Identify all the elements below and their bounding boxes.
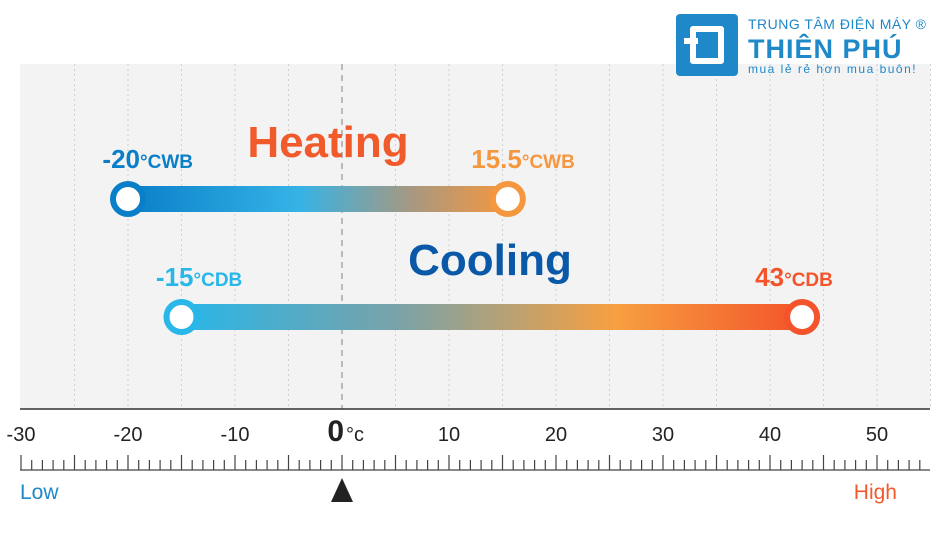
- chart-background: [20, 64, 930, 409]
- tick-label-zero: 0: [327, 415, 344, 448]
- heating-end-value: 15.5: [471, 144, 522, 174]
- low-label: Low: [20, 481, 59, 504]
- zero-unit-label: °c: [346, 424, 364, 446]
- zero-marker-icon: [331, 478, 353, 502]
- tick-label: 40: [759, 424, 781, 446]
- cooling-end-unit: °CDB: [784, 270, 833, 291]
- heating-range-bar: [128, 186, 508, 212]
- high-label: High: [854, 481, 897, 504]
- tick-label: 50: [866, 424, 888, 446]
- heating-start-value: -20: [102, 144, 140, 174]
- tick-label: -10: [221, 424, 250, 446]
- heating-start-marker: [110, 181, 146, 217]
- tick-label: -20: [114, 424, 143, 446]
- heating-end-unit: °CWB: [522, 152, 575, 173]
- heating-end-marker: [489, 181, 526, 217]
- cooling-range-bar: [181, 304, 803, 330]
- heating-start-unit: °CWB: [140, 152, 193, 173]
- cooling-end-value: 43: [755, 262, 784, 292]
- tick-label: 10: [438, 424, 460, 446]
- cooling-title: Cooling: [408, 236, 572, 285]
- cooling-start-unit: °CDB: [194, 270, 243, 291]
- tick-label: -30: [7, 424, 36, 446]
- brand-slogan: mua lẻ rẻ hơn mua buôn!: [748, 62, 918, 76]
- tick-label: 20: [545, 424, 567, 446]
- cooling-start-value: -15: [156, 262, 194, 292]
- brand-name: THIÊN PHÚ: [748, 34, 903, 64]
- brand-logo: TRUNG TÂM ĐIỆN MÁY ® THIÊN PHÚ mua lẻ rẻ…: [676, 14, 946, 76]
- cooling-start-marker: [163, 299, 200, 335]
- cooling-end-marker: [784, 299, 821, 335]
- logo-mark-icon: [676, 14, 738, 76]
- brand-line1: TRUNG TÂM ĐIỆN MÁY ®: [748, 16, 927, 32]
- tick-label: 30: [652, 424, 674, 446]
- heating-title: Heating: [247, 118, 408, 167]
